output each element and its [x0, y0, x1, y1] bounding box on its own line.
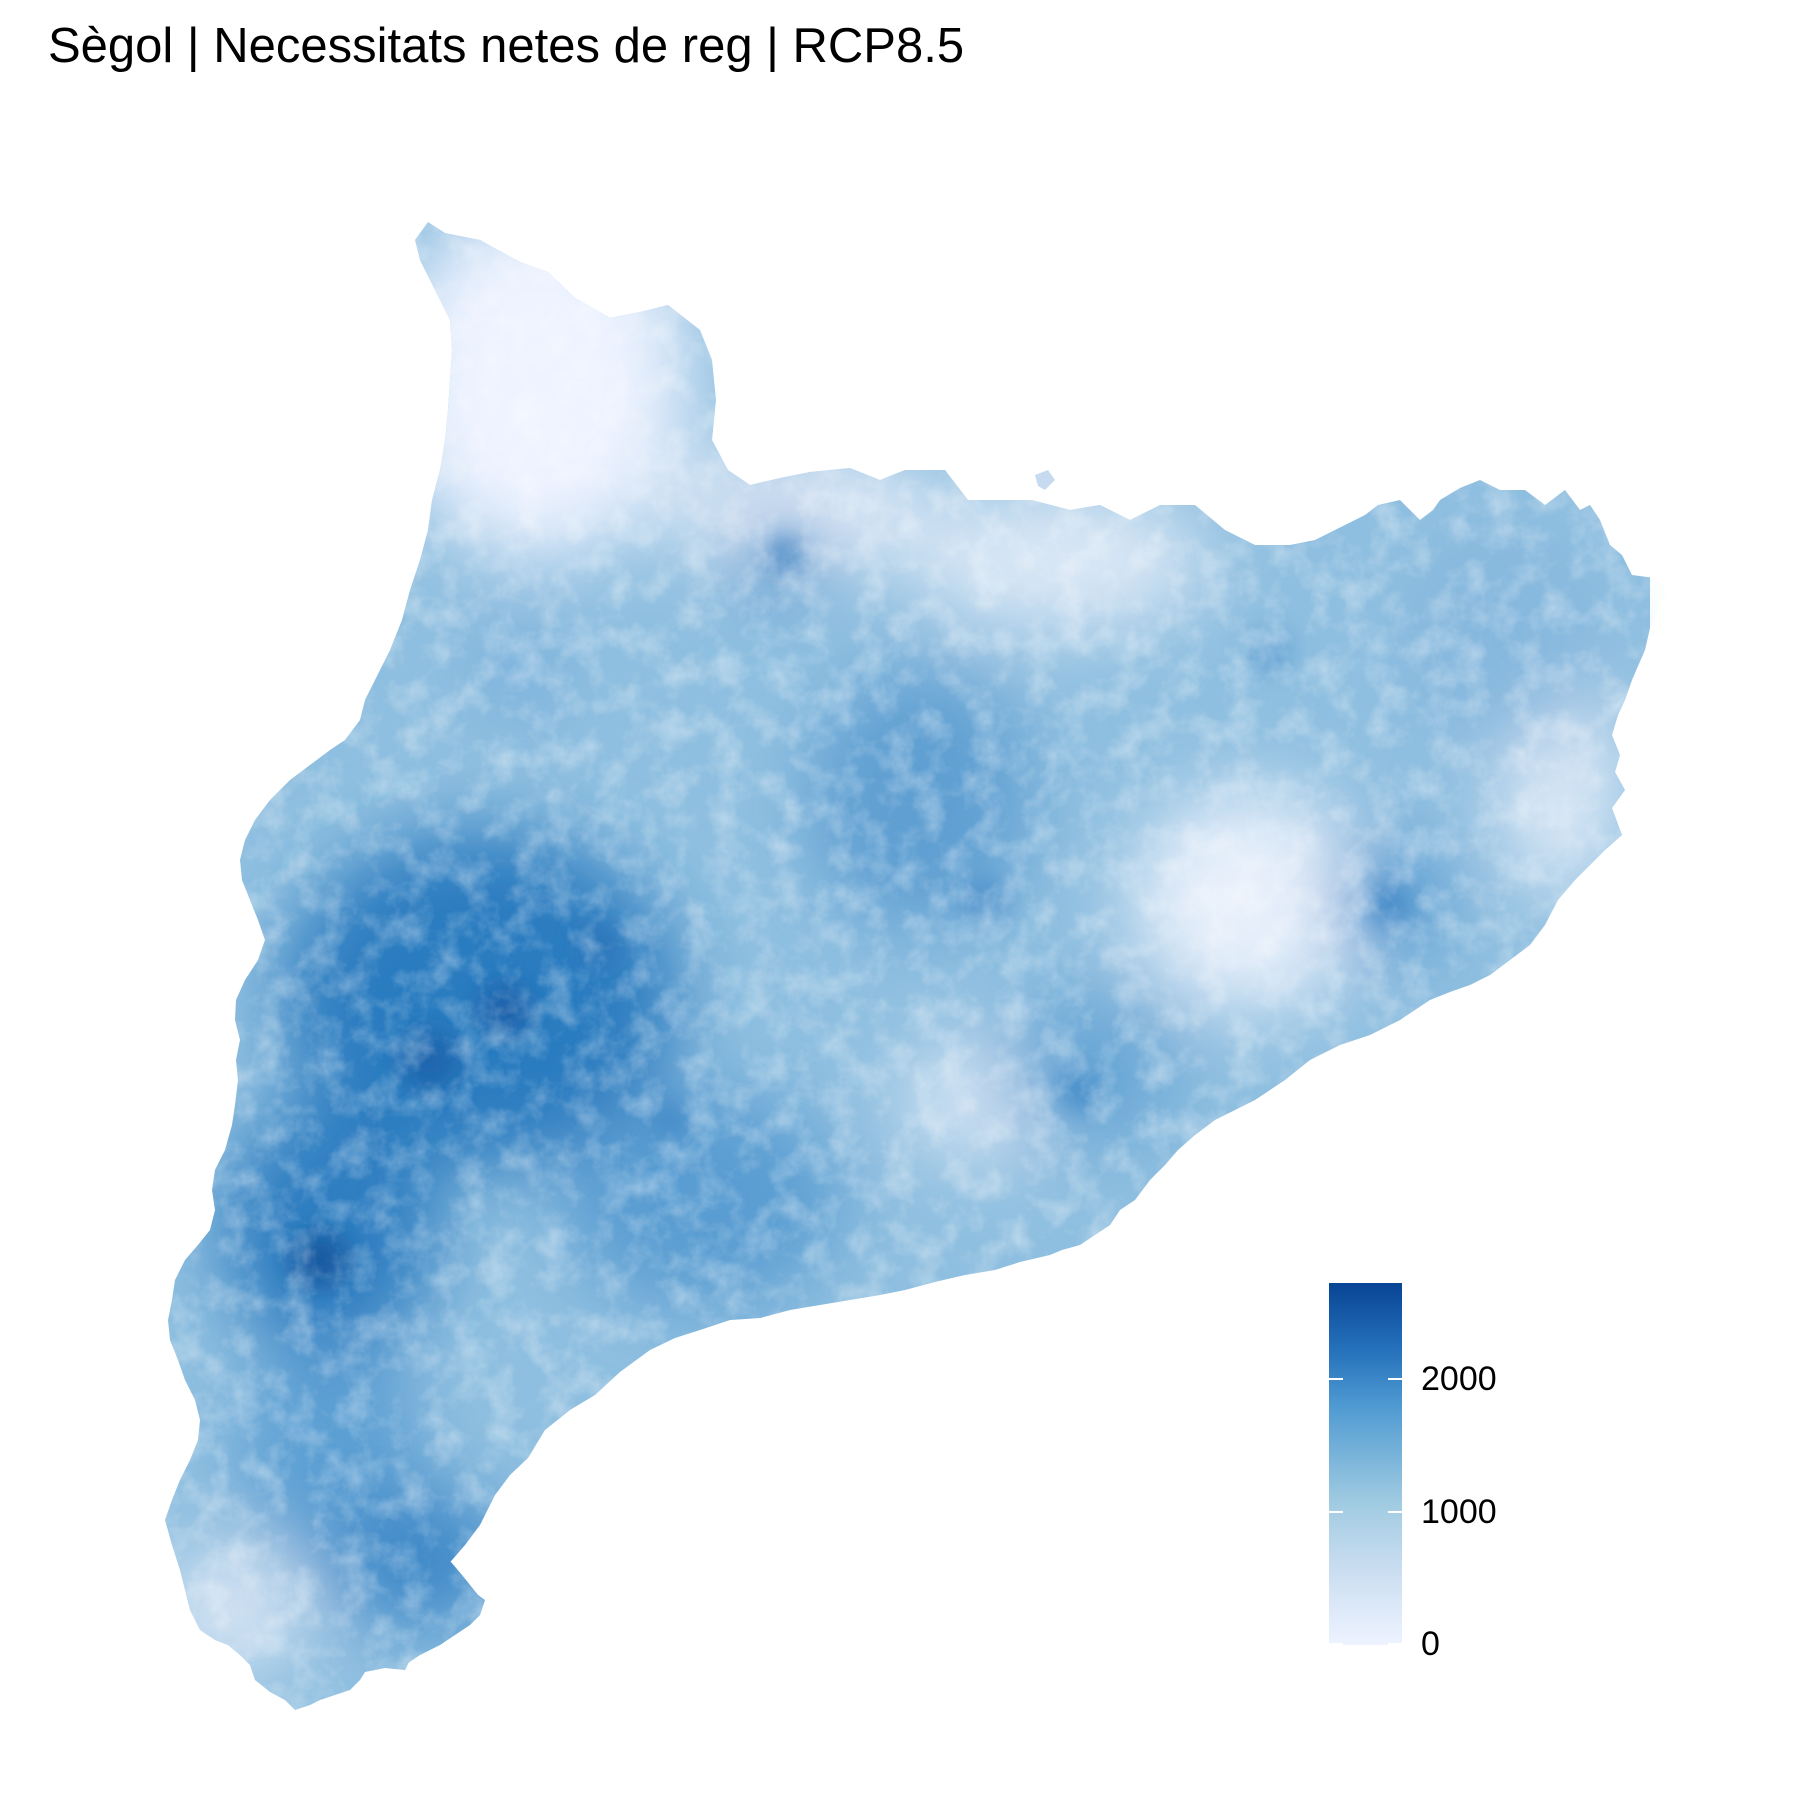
legend-tick-2000-left [1329, 1378, 1343, 1380]
legend-tick-1000-right [1388, 1511, 1402, 1513]
legend-label-1000: 1000 [1421, 1493, 1497, 1531]
legend-tick-1000-left [1329, 1511, 1343, 1513]
legend-tick-0-left [1329, 1643, 1343, 1645]
legend-label-0: 0 [1421, 1625, 1440, 1663]
map-title: Sègol | Necessitats netes de reg | RCP8.… [48, 19, 965, 73]
legend-tick-0-right [1388, 1643, 1402, 1645]
legend-tick-2000-right [1388, 1378, 1402, 1380]
legend-colorbar [1329, 1283, 1402, 1645]
legend-label-2000: 2000 [1421, 1360, 1497, 1398]
